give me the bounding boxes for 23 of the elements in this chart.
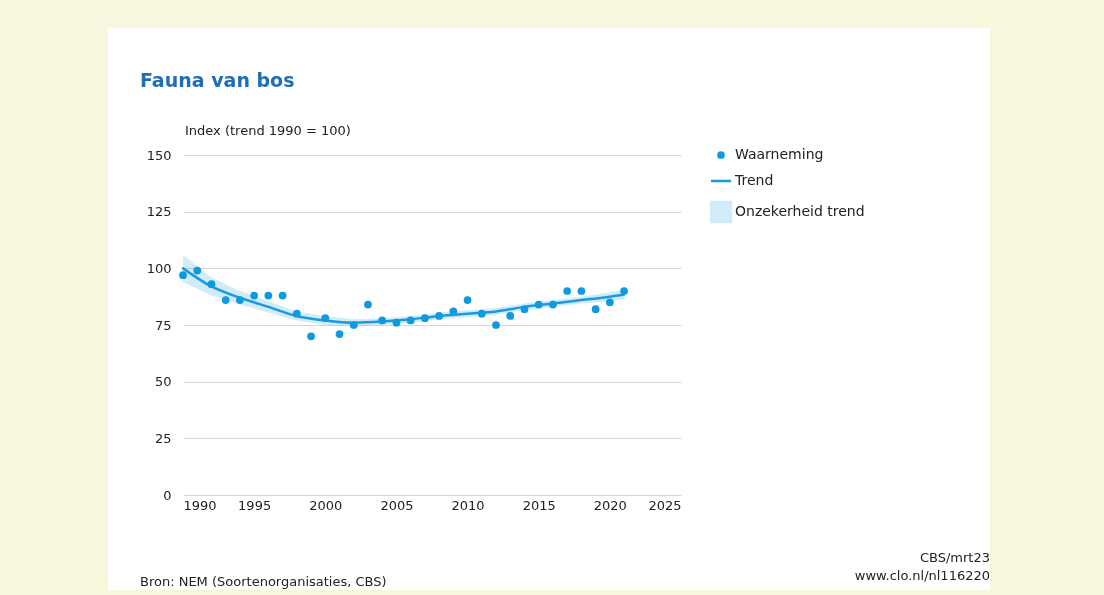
- x-tick-label: 2015: [522, 497, 556, 513]
- x-tick-label: 2020: [593, 497, 627, 513]
- y-tick-label: 0: [163, 487, 172, 503]
- x-tick-label: 1995: [238, 497, 272, 513]
- text: www.clo.nl/nl116220: [854, 568, 990, 583]
- x-tick-label: 1990: [183, 497, 217, 513]
- text: Bron: NEM (Soortenorganisaties, CBS): [140, 574, 387, 589]
- y-tick-label: 150: [146, 147, 172, 163]
- y-axis-title: Index (trend 1990 = 100): [185, 123, 351, 138]
- x-tick-label: 2025: [648, 497, 682, 513]
- legend-label: Waarneming: [735, 146, 824, 162]
- y-tick-label: 25: [154, 430, 172, 446]
- y-tick-label: 50: [154, 374, 172, 390]
- chart-title: Fauna van bos: [140, 69, 295, 91]
- legend-label: Trend: [734, 172, 774, 188]
- y-tick-label: 125: [146, 204, 172, 220]
- text: Onzekerheid trend: [735, 203, 865, 219]
- y-tick-label: 75: [154, 317, 172, 333]
- y-tick-label: 100: [146, 260, 172, 276]
- text: CBS/mrt23: [919, 550, 990, 565]
- x-tick-label: 2010: [451, 497, 485, 513]
- x-tick-label: 2005: [380, 497, 414, 513]
- x-tick-label: 2000: [309, 497, 343, 513]
